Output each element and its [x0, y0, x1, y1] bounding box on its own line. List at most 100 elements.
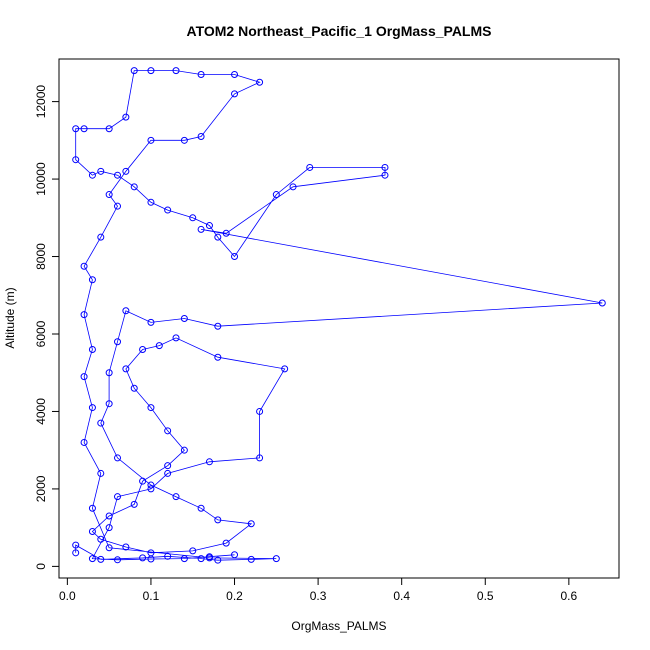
data-point	[147, 136, 155, 144]
data-point	[122, 307, 130, 315]
data-point	[381, 163, 389, 171]
data-point	[381, 171, 389, 179]
x-tick-label: 0.0	[59, 589, 76, 603]
data-point	[80, 311, 88, 319]
data-point	[197, 555, 205, 563]
data-point	[130, 384, 138, 392]
data-point	[164, 427, 172, 435]
data-point	[72, 156, 80, 164]
y-tick-label: 10000	[34, 162, 48, 196]
data-point	[105, 191, 113, 199]
data-point	[88, 555, 96, 563]
data-point	[139, 554, 147, 562]
data-point	[164, 206, 172, 214]
data-point	[256, 78, 264, 86]
x-tick-label: 0.1	[143, 589, 160, 603]
data-point	[289, 183, 297, 191]
data-point	[147, 198, 155, 206]
data-point	[306, 163, 314, 171]
y-tick-label: 0	[34, 563, 48, 570]
data-point	[122, 543, 130, 551]
data-point	[205, 458, 213, 466]
data-point	[147, 555, 155, 563]
data-point	[180, 136, 188, 144]
data-point	[88, 504, 96, 512]
data-point	[88, 276, 96, 284]
data-point	[189, 547, 197, 555]
data-point	[80, 438, 88, 446]
y-axis-label: Altitude (m)	[3, 287, 17, 348]
data-point	[122, 113, 130, 121]
data-point	[164, 469, 172, 477]
data-point	[80, 373, 88, 381]
data-point	[214, 516, 222, 524]
data-point	[88, 171, 96, 179]
data-point	[97, 555, 105, 563]
series-line	[75, 70, 603, 561]
data-point	[88, 528, 96, 536]
y-tick-label: 4000	[34, 398, 48, 425]
data-point	[222, 229, 230, 237]
data-point	[231, 253, 239, 261]
data-point	[281, 365, 289, 373]
data-point	[205, 553, 213, 561]
data-point	[147, 318, 155, 326]
data-point	[172, 493, 180, 501]
data-point	[197, 225, 205, 233]
data-point	[130, 500, 138, 508]
data-point	[97, 167, 105, 175]
data-point	[130, 183, 138, 191]
x-axis: 0.0 0.1 0.2 0.3 0.4 0.5 0.6	[59, 578, 578, 603]
data-point	[72, 125, 80, 133]
data-point	[105, 400, 113, 408]
data-point	[105, 369, 113, 377]
data-point	[180, 315, 188, 322]
data-point	[214, 353, 222, 361]
x-tick-label: 0.4	[393, 589, 410, 603]
data-point	[97, 535, 105, 543]
data-point	[105, 512, 113, 520]
data-point	[97, 419, 105, 427]
data-point	[164, 462, 172, 470]
data-point	[114, 493, 122, 501]
data-point	[139, 345, 147, 353]
data-point	[172, 334, 180, 342]
data-point	[97, 233, 105, 241]
data-point	[105, 544, 113, 552]
data-point	[122, 167, 130, 175]
x-axis-label: OrgMass_PALMS	[291, 619, 386, 633]
data-point	[147, 404, 155, 412]
data-point	[247, 520, 255, 528]
data-point	[231, 70, 239, 78]
plot-frame	[58, 58, 620, 579]
data-point	[164, 552, 172, 560]
data-point	[172, 67, 180, 75]
data-point	[80, 262, 88, 270]
data-point	[147, 485, 155, 493]
data-point	[114, 338, 122, 346]
data-point	[222, 539, 230, 547]
data-point	[88, 404, 96, 412]
data-point	[114, 454, 122, 462]
data-point	[130, 67, 138, 75]
data-point	[256, 454, 264, 462]
data-point	[105, 125, 113, 133]
data-point	[88, 345, 96, 353]
y-axis: 0 2000 4000 6000 8000 10000 12000	[34, 85, 59, 570]
data-point	[256, 407, 264, 415]
data-point	[122, 365, 130, 373]
y-tick-label: 2000	[34, 475, 48, 502]
x-tick-label: 0.2	[226, 589, 243, 603]
data-point	[147, 67, 155, 75]
data-point	[80, 125, 88, 133]
x-tick-label: 0.6	[561, 589, 578, 603]
data-point	[114, 171, 122, 179]
data-point	[231, 90, 239, 98]
data-point	[72, 549, 80, 557]
data-point	[214, 322, 222, 330]
data-point	[247, 555, 255, 563]
data-point	[205, 222, 213, 230]
data-point	[180, 555, 188, 563]
data-point	[139, 477, 147, 485]
